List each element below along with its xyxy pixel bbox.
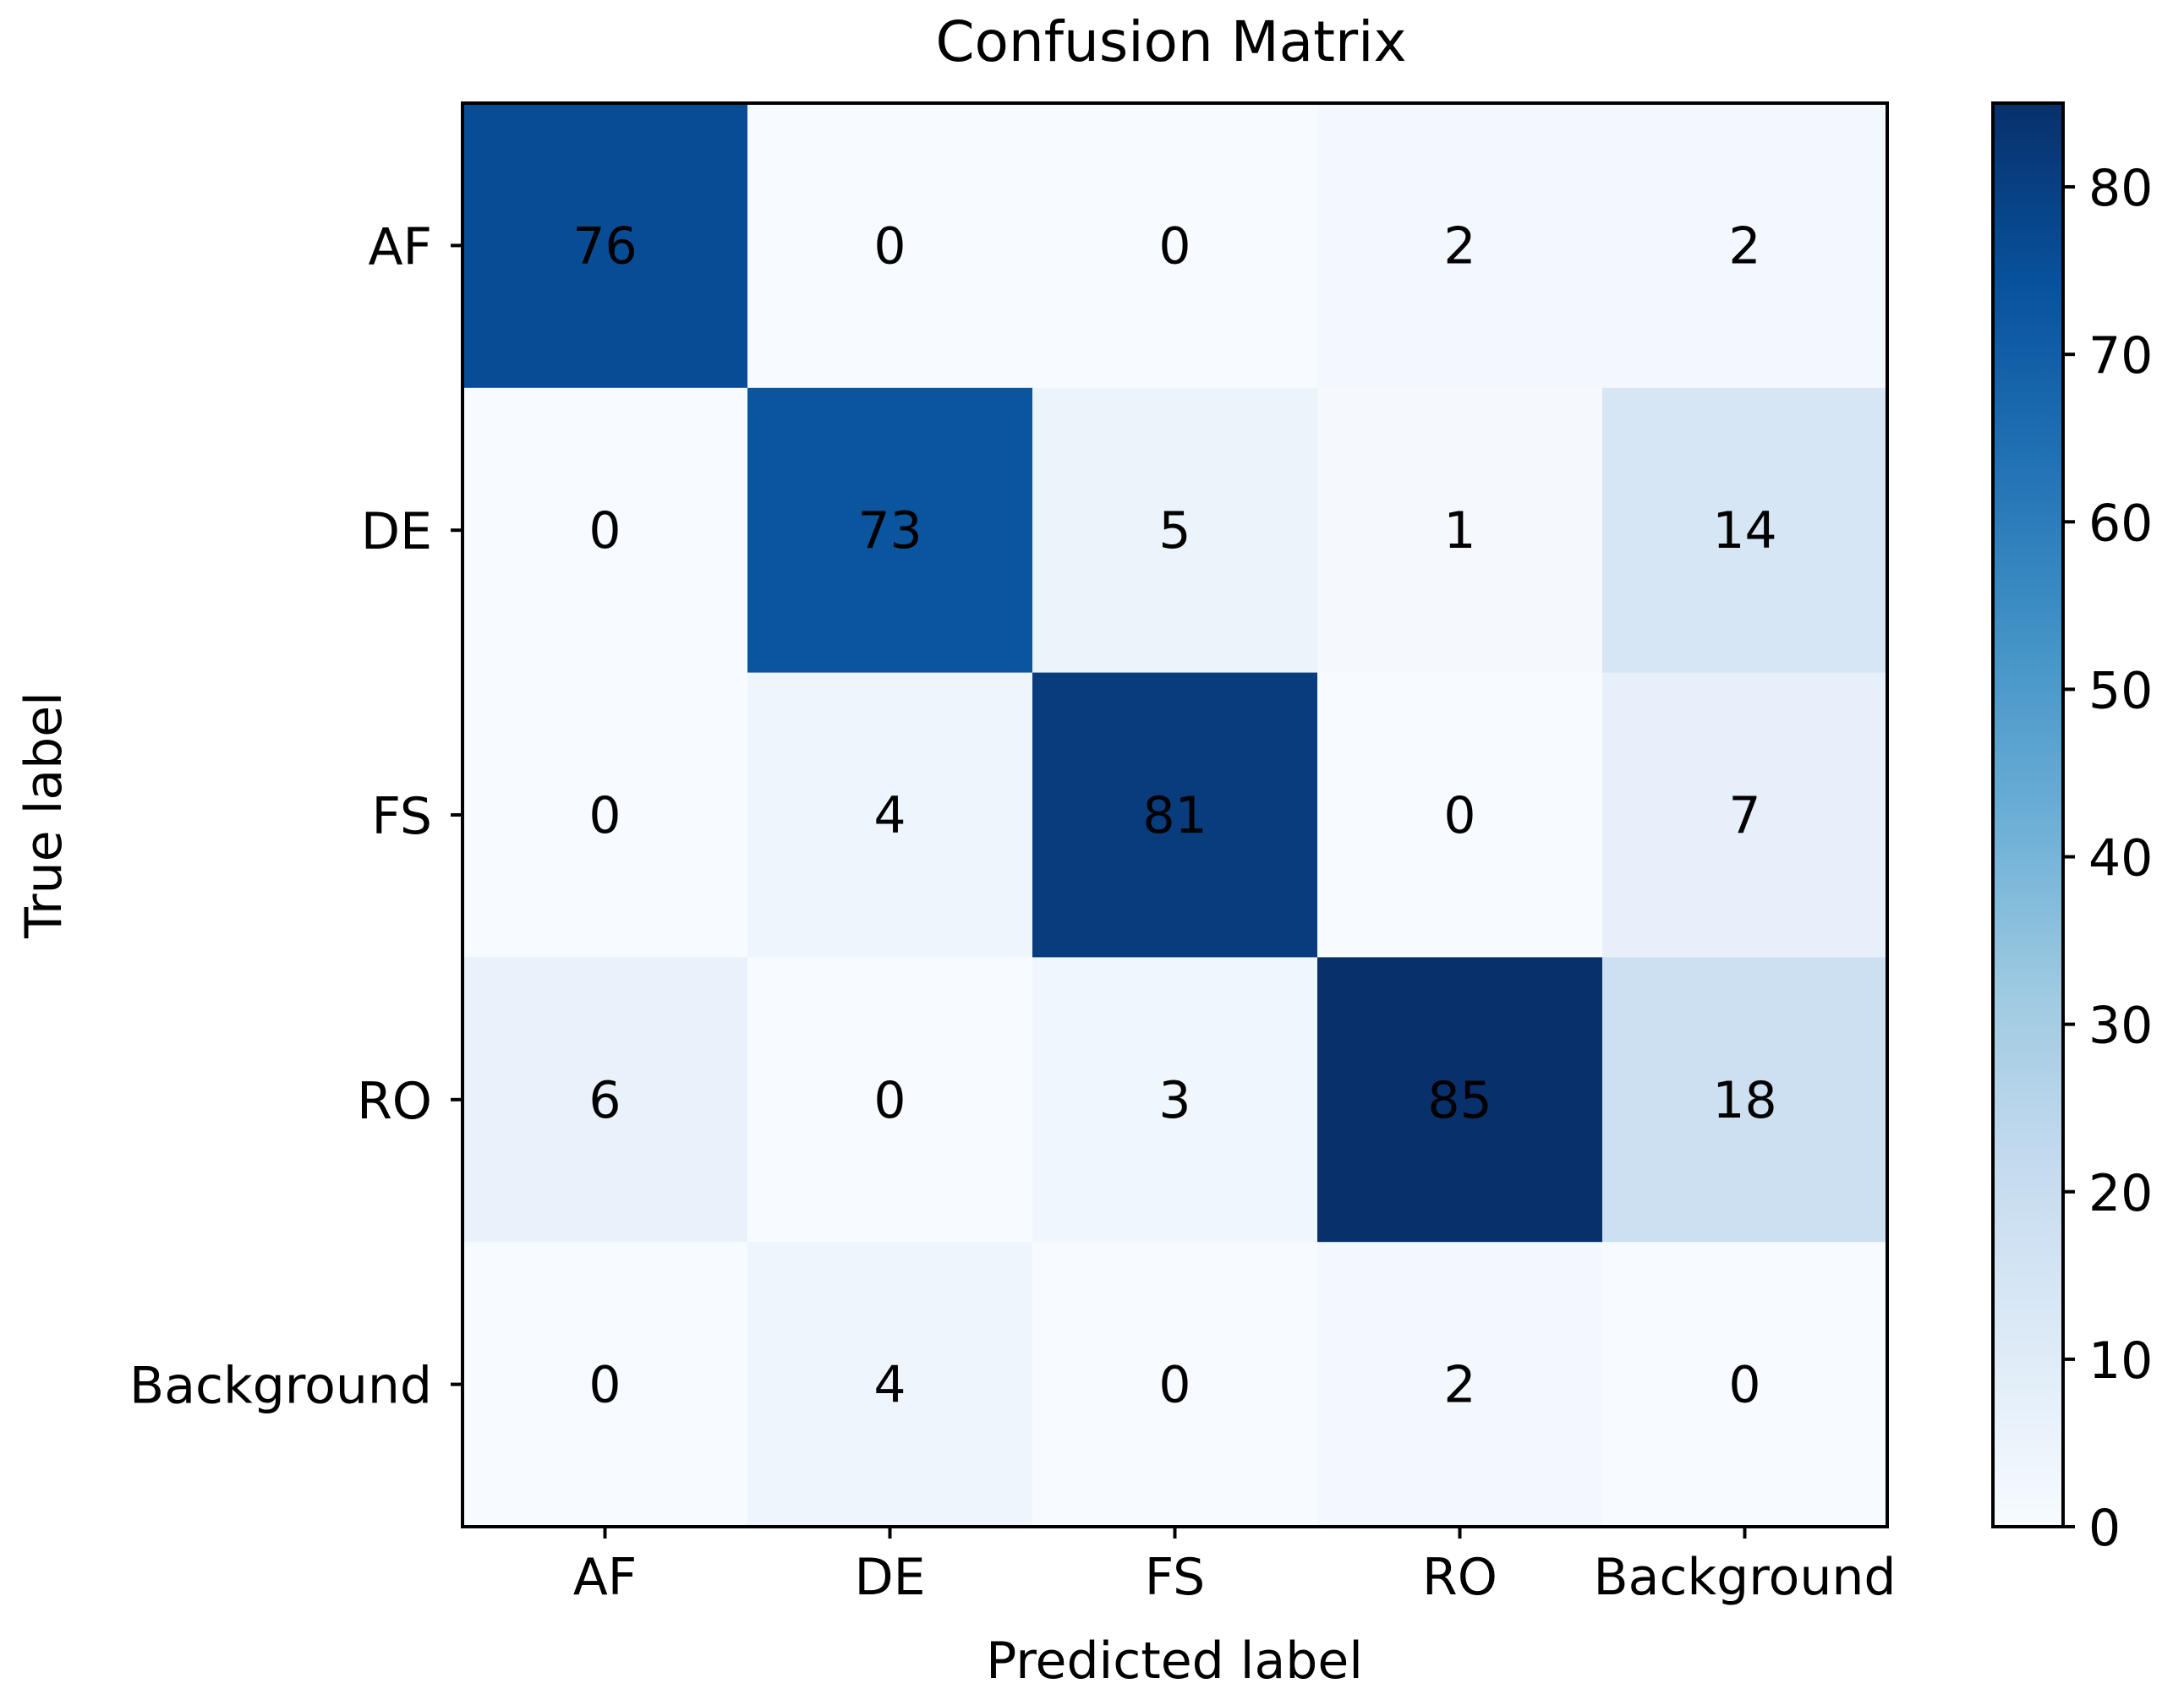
colorbar-tick-label: 80 <box>2088 159 2153 218</box>
y-tick-label: RO <box>357 1072 432 1131</box>
heatmap-cell-2-3 <box>1317 672 1603 958</box>
heatmap-cell-0-3 <box>1317 103 1603 389</box>
heatmap-cell-1-2 <box>1032 387 1318 674</box>
heatmap-cell-0-1 <box>747 103 1033 389</box>
heatmap-cell-0-2 <box>1032 103 1318 389</box>
cell-value-label: 2 <box>1728 216 1760 276</box>
cell-value-label: 0 <box>1728 1356 1760 1415</box>
cell-value-label: 18 <box>1712 1071 1776 1130</box>
cell-value-label: 14 <box>1712 501 1776 560</box>
heatmap-cell-3-0 <box>463 957 748 1243</box>
heatmap-cell-4-3 <box>1317 1242 1603 1528</box>
cell-value-label: 2 <box>1443 216 1475 276</box>
x-tick-label: Background <box>1594 1548 1897 1607</box>
y-tick-label: Background <box>129 1357 432 1416</box>
cell-value-label: 0 <box>588 501 621 560</box>
y-tick-label: DE <box>361 502 432 561</box>
heatmap-cell-3-4 <box>1602 957 1888 1243</box>
cell-value-label: 0 <box>873 1071 906 1130</box>
heatmap-cell-4-4 <box>1602 1242 1888 1528</box>
heatmap-cell-0-4 <box>1602 103 1888 389</box>
chart-title: Confusion Matrix <box>935 9 1406 74</box>
y-tick-label: FS <box>371 787 432 846</box>
cell-value-label: 0 <box>588 786 621 845</box>
colorbar-tick-label: 20 <box>2088 1164 2153 1223</box>
colorbar-ticks: 0 10 20 30 40 50 60 70 80 <box>2063 159 2153 1558</box>
colorbar-gradient <box>1993 103 2063 1527</box>
cell-value-label: 5 <box>1158 501 1191 560</box>
cell-value-label: 0 <box>588 1356 621 1415</box>
heatmap-cell-1-4 <box>1602 387 1888 674</box>
cell-value-label: 0 <box>1443 786 1475 845</box>
heatmap-cell-2-1 <box>747 672 1033 958</box>
cell-value-label: 3 <box>1158 1071 1191 1130</box>
heatmap-cell-1-1 <box>747 387 1033 674</box>
colorbar-tick-label: 50 <box>2088 661 2153 720</box>
cell-value-label: 73 <box>857 501 922 560</box>
heatmap-cell-4-0 <box>463 1242 748 1528</box>
cell-value-label: 4 <box>873 786 906 845</box>
heatmap-cell-4-2 <box>1032 1242 1318 1528</box>
heatmap-cell-3-1 <box>747 957 1033 1243</box>
x-tick-label: RO <box>1422 1548 1497 1607</box>
cell-value-label: 6 <box>588 1071 621 1130</box>
x-axis-ticks: AF DE FS RO Background <box>573 1527 1897 1607</box>
colorbar-tick-label: 70 <box>2088 326 2153 385</box>
colorbar-tick-label: 0 <box>2088 1499 2121 1558</box>
x-axis-label: Predicted label <box>986 1632 1363 1691</box>
colorbar-tick-label: 40 <box>2088 829 2153 888</box>
colorbar-frame <box>1991 101 2065 1528</box>
heatmap-cell-1-0 <box>463 387 748 674</box>
x-tick-label: DE <box>854 1548 925 1607</box>
cell-value-label: 0 <box>873 216 906 276</box>
y-axis-label: True label <box>14 691 74 939</box>
y-axis-ticks: AF DE FS RO Background <box>129 217 463 1416</box>
heatmap-cell-1-3 <box>1317 387 1603 674</box>
colorbar-tick-label: 10 <box>2088 1331 2153 1391</box>
colorbar-tick-label: 30 <box>2088 997 2153 1056</box>
colorbar-tick-label: 60 <box>2088 494 2153 553</box>
cell-value-label: 2 <box>1443 1356 1475 1415</box>
heatmap-cell-labels: 76 0 0 2 20 73 5 1 140 4 81 0 76 0 3 85 180 4 0 2 0 <box>572 216 1776 1414</box>
cell-value-label: 85 <box>1427 1071 1492 1130</box>
cell-value-label: 1 <box>1443 501 1475 560</box>
heatmap-cell-4-1 <box>747 1242 1033 1528</box>
cell-value-label: 81 <box>1142 786 1207 845</box>
y-tick-label: AF <box>368 217 432 276</box>
cell-value-label: 4 <box>873 1356 906 1415</box>
x-tick-label: FS <box>1145 1548 1206 1607</box>
cell-value-label: 7 <box>1728 786 1760 845</box>
cell-value-label: 76 <box>572 216 637 276</box>
cell-value-label: 0 <box>1158 1356 1191 1415</box>
cell-value-label: 0 <box>1158 216 1191 276</box>
heatmap-cells <box>463 103 1888 1528</box>
heatmap-cell-3-2 <box>1032 957 1318 1243</box>
heatmap-cell-0-0 <box>463 103 748 389</box>
heatmap-cell-2-0 <box>463 672 748 958</box>
x-tick-label: AF <box>573 1548 638 1607</box>
heatmap-cell-3-3 <box>1317 957 1603 1243</box>
heatmap-cell-2-2 <box>1032 672 1318 958</box>
heatmap-cell-2-4 <box>1602 672 1888 958</box>
